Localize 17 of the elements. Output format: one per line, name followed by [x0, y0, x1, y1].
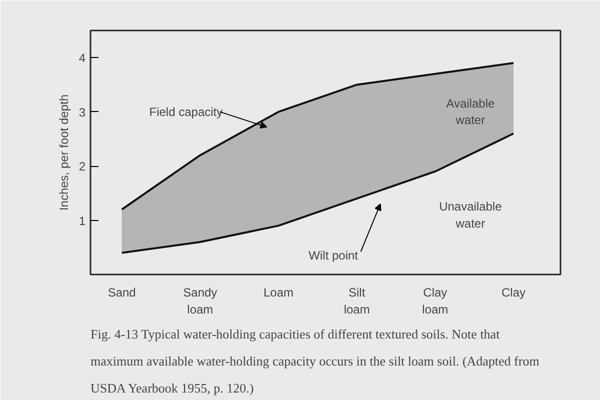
- y-axis-title: Inches, per foot depth: [56, 94, 71, 211]
- x-tick-label: Clay: [501, 286, 526, 300]
- annotation: Available water: [446, 96, 495, 128]
- series-label: Field capacity: [149, 104, 223, 119]
- caption: Fig. 4-13 Typical water-holding capacities of different textured soils. Note that maximum available water-holding capacity occurs in the silt loam soil. (Adapted from USDA Yearbook 1955, p. 120.): [90, 326, 540, 396]
- y-tick-label: 3: [78, 105, 86, 120]
- annotation: Unavailable water: [439, 199, 502, 230]
- y-tick-label: 1: [78, 214, 86, 228]
- line-series: [120, 62, 514, 210]
- x-tick-label: Sand: [108, 286, 136, 300]
- x-tick-label: Clay loam: [422, 286, 448, 316]
- y-tick-label: 2: [78, 160, 86, 174]
- x-tick-label: Silt loam: [344, 286, 370, 316]
- y-tick-label: 4: [78, 51, 86, 66]
- x-tick-label: Sandy loam: [183, 286, 218, 316]
- text: Wilt point: [308, 248, 359, 263]
- x-tick-label: Loam: [263, 286, 294, 300]
